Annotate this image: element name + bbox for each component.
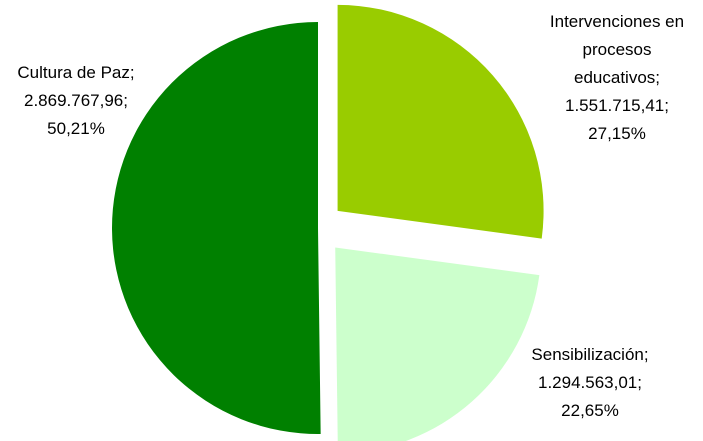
data-label-cultura-de-paz: Cultura de Paz; 2.869.767,96; 50,21% bbox=[17, 63, 134, 138]
data-label-line: Intervenciones en bbox=[550, 12, 684, 31]
data-label-line: 50,21% bbox=[47, 119, 105, 138]
data-label-line: Cultura de Paz; bbox=[17, 63, 134, 82]
pie-slices bbox=[111, 4, 544, 441]
data-label-line: 27,15% bbox=[588, 124, 646, 143]
data-label-line: 2.869.767,96; bbox=[24, 91, 128, 110]
data-labels: Intervenciones en procesos educativos; 1.55… bbox=[17, 12, 684, 420]
data-label-line: 1.551.715,41; bbox=[565, 96, 669, 115]
data-label-intervenciones-en-procesos-educativos: Intervenciones en procesos educativos; 1.55… bbox=[550, 12, 684, 143]
data-label-line: Sensibilización; bbox=[531, 345, 648, 364]
pie-slice-sensibilizacion bbox=[335, 247, 540, 441]
data-label-line: procesos bbox=[583, 40, 652, 59]
data-label-line: 22,65% bbox=[561, 401, 619, 420]
data-label-sensibilizacion: Sensibilización; 1.294.563,01; 22,65% bbox=[531, 345, 648, 420]
pie-slice-cultura-de-paz bbox=[111, 22, 321, 434]
data-label-line: educativos; bbox=[574, 68, 660, 87]
data-label-line: 1.294.563,01; bbox=[538, 373, 642, 392]
pie-slice-intervenciones-en-procesos-educativos bbox=[337, 4, 544, 239]
